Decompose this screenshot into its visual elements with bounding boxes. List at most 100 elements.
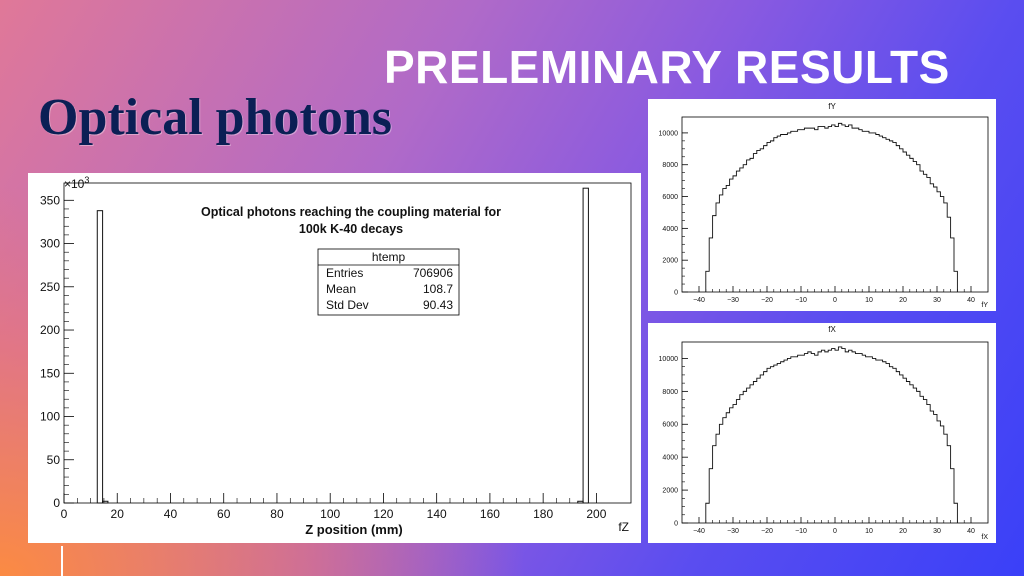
histogram-bin bbox=[913, 162, 916, 292]
x-tick-label: −30 bbox=[727, 528, 739, 535]
stats-value: 90.43 bbox=[423, 298, 453, 312]
histogram-bin bbox=[723, 418, 726, 523]
x-tick-label: 160 bbox=[480, 507, 500, 521]
histogram-bin bbox=[889, 367, 892, 523]
y-tick-label: 4000 bbox=[662, 455, 678, 462]
histogram-bin bbox=[838, 347, 841, 523]
histogram-bin bbox=[713, 216, 716, 292]
y-tick-label: 200 bbox=[40, 323, 60, 337]
histogram-bin bbox=[760, 375, 763, 523]
chart-title: fX bbox=[828, 325, 836, 334]
y-tick-label: 2000 bbox=[662, 258, 678, 265]
histogram-bin bbox=[801, 130, 804, 292]
histogram-bin bbox=[764, 146, 767, 292]
slide-subtitle: Optical photons bbox=[38, 89, 392, 146]
histogram-bin bbox=[917, 165, 920, 292]
histogram-bin bbox=[709, 469, 712, 523]
histogram-bin bbox=[869, 133, 872, 292]
histogram-bin bbox=[777, 136, 780, 292]
y-tick-label: 0 bbox=[674, 289, 678, 296]
histogram-bin bbox=[750, 158, 753, 292]
x-tick-label: 0 bbox=[833, 297, 837, 304]
y-multiplier-label: ×103 bbox=[64, 175, 89, 191]
histogram-bin bbox=[96, 210, 104, 504]
histogram-bin bbox=[770, 141, 773, 292]
y-tick-label: 250 bbox=[40, 280, 60, 294]
histogram-bin bbox=[866, 131, 869, 292]
histogram-bin bbox=[828, 350, 831, 523]
histogram-bin bbox=[716, 203, 719, 292]
fy-histogram-panel: 0 2000 4000 6000 8000 10000 −40 −30 −20 −10 0 10 20 3… bbox=[648, 99, 996, 311]
y-tick-label: 50 bbox=[47, 453, 61, 467]
y-multiplier-exponent: 3 bbox=[84, 175, 89, 185]
histogram-bin bbox=[774, 138, 777, 292]
histogram-bin bbox=[862, 355, 865, 523]
y-tick-label: 6000 bbox=[662, 422, 678, 429]
histogram-bin bbox=[876, 135, 879, 293]
histogram-bin bbox=[954, 503, 957, 523]
histogram-bin bbox=[852, 128, 855, 292]
histogram-bin bbox=[879, 136, 882, 292]
histogram-bin bbox=[937, 421, 940, 523]
histogram-bin bbox=[774, 365, 777, 523]
histogram-bin bbox=[900, 149, 903, 292]
histogram-bin bbox=[842, 349, 845, 523]
histogram-bin bbox=[883, 138, 886, 292]
histogram-bin bbox=[842, 125, 845, 292]
slide-title: PRELEMINARY RESULTS bbox=[384, 41, 950, 93]
fx-histogram-panel: 0 2000 4000 6000 8000 10000 −40 −30 −20 −10 0 10 20 3… bbox=[648, 323, 996, 543]
histogram-bin bbox=[832, 125, 835, 292]
x-tick-label: 100 bbox=[320, 507, 340, 521]
x-tick-label: 20 bbox=[899, 297, 907, 304]
chart-title: fY bbox=[828, 102, 836, 111]
y-tick-label: 8000 bbox=[662, 162, 678, 169]
histogram-bin bbox=[821, 350, 824, 523]
histogram-bin bbox=[903, 378, 906, 523]
histogram-bin bbox=[862, 131, 865, 292]
x-tick-label: 40 bbox=[967, 528, 975, 535]
histogram-bin bbox=[102, 500, 109, 504]
histogram-bin bbox=[828, 127, 831, 292]
histogram-bin bbox=[787, 358, 790, 523]
histogram-bin bbox=[582, 187, 589, 504]
histogram-bin bbox=[791, 357, 794, 523]
histogram-bin bbox=[886, 139, 889, 292]
histogram-bin bbox=[801, 355, 804, 523]
histogram-bin bbox=[913, 388, 916, 523]
histogram-bin bbox=[920, 171, 923, 292]
histogram-bin bbox=[845, 352, 848, 523]
histogram-outline bbox=[705, 122, 958, 292]
histogram-bin bbox=[825, 128, 828, 292]
y-tick-label: 10000 bbox=[659, 356, 679, 363]
histogram-bin bbox=[747, 160, 750, 292]
x-tick-label: 30 bbox=[933, 297, 941, 304]
histogram-bin bbox=[954, 271, 957, 292]
histogram-bin bbox=[818, 127, 821, 292]
z-histogram-chart: 0 50 100 150 200 250 300 350 0 20 40 60 80 100 120 140 1… bbox=[40, 175, 632, 537]
histogram-bin bbox=[900, 375, 903, 523]
histogram-bin bbox=[815, 130, 818, 292]
histogram-bin bbox=[753, 381, 756, 523]
histogram-bin bbox=[764, 372, 767, 523]
histogram-bin bbox=[849, 350, 852, 523]
histogram-bin bbox=[947, 446, 950, 523]
y-tick-label: 300 bbox=[40, 237, 60, 251]
histogram-bin bbox=[757, 150, 760, 292]
x-tick-label: −20 bbox=[761, 297, 773, 304]
histogram-bin bbox=[726, 185, 729, 292]
y-tick-label: 4000 bbox=[662, 226, 678, 233]
histogram-bin bbox=[896, 146, 899, 292]
histogram-bin bbox=[835, 350, 838, 523]
histogram-bin bbox=[910, 385, 913, 523]
histogram-bin bbox=[855, 354, 858, 523]
histogram-bin bbox=[872, 358, 875, 523]
histogram-bin bbox=[866, 357, 869, 523]
histogram-bin bbox=[767, 368, 770, 523]
stats-box bbox=[317, 248, 460, 316]
y-tick-label: 150 bbox=[40, 366, 60, 380]
histogram-bin bbox=[767, 142, 770, 292]
x-tick-label: −10 bbox=[795, 297, 807, 304]
stats-box-name: htemp bbox=[372, 250, 406, 264]
x-tick-label: 200 bbox=[586, 507, 606, 521]
histogram-bin bbox=[825, 352, 828, 523]
